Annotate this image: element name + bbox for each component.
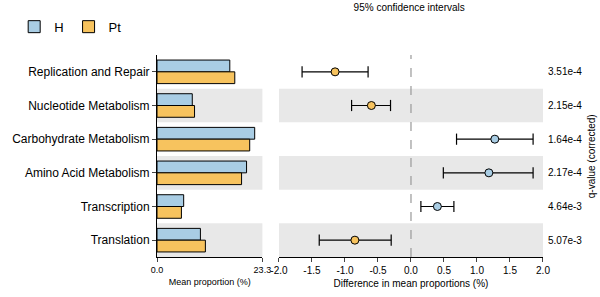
svg-text:0.0: 0.0 xyxy=(404,265,418,276)
svg-text:Amino Acid Metabolism: Amino Acid Metabolism xyxy=(25,166,150,180)
svg-text:-0.5: -0.5 xyxy=(369,265,387,276)
svg-text:1.5: 1.5 xyxy=(503,265,517,276)
svg-text:Carbohydrate Metabolism: Carbohydrate Metabolism xyxy=(12,132,149,146)
svg-text:Mean proportion (%): Mean proportion (%) xyxy=(169,277,251,287)
svg-text:4.64e-3: 4.64e-3 xyxy=(548,201,582,212)
svg-text:23.3: 23.3 xyxy=(254,265,272,275)
svg-text:5.07e-3: 5.07e-3 xyxy=(548,235,582,246)
svg-text:1.0: 1.0 xyxy=(470,265,484,276)
svg-text:2.17e-4: 2.17e-4 xyxy=(548,167,582,178)
svg-text:2.15e-4: 2.15e-4 xyxy=(548,100,582,111)
svg-text:Nucleotide Metabolism: Nucleotide Metabolism xyxy=(28,99,149,113)
svg-text:Pt: Pt xyxy=(109,20,122,35)
svg-text:Translation: Translation xyxy=(91,233,150,247)
svg-text:Replication and Repair: Replication and Repair xyxy=(28,65,149,79)
svg-text:-1.0: -1.0 xyxy=(336,265,354,276)
svg-text:2.0: 2.0 xyxy=(536,265,550,276)
svg-text:-2.0: -2.0 xyxy=(270,265,288,276)
svg-text:95% confidence intervals: 95% confidence intervals xyxy=(354,2,465,13)
svg-text:Difference in mean proportions: Difference in mean proportions (%) xyxy=(334,278,489,289)
svg-text:H: H xyxy=(54,20,63,35)
svg-text:3.51e-4: 3.51e-4 xyxy=(548,66,582,77)
svg-text:0.5: 0.5 xyxy=(437,265,451,276)
svg-text:Transcription: Transcription xyxy=(81,200,150,214)
svg-text:1.64e-4: 1.64e-4 xyxy=(548,134,582,145)
svg-text:-1.5: -1.5 xyxy=(303,265,321,276)
svg-text:q-value (corrected): q-value (corrected) xyxy=(586,114,597,198)
svg-text:0.0: 0.0 xyxy=(151,265,164,275)
